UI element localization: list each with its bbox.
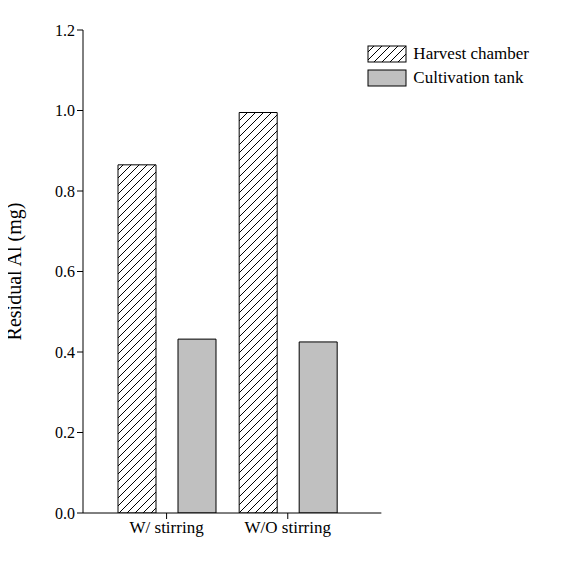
svg-text:1.2: 1.2 xyxy=(55,22,75,39)
svg-text:0.6: 0.6 xyxy=(55,263,75,280)
svg-text:0.2: 0.2 xyxy=(55,424,75,441)
svg-text:W/ stirring: W/ stirring xyxy=(130,518,205,537)
svg-text:Residual Al (mg): Residual Al (mg) xyxy=(8,203,26,341)
svg-text:W/O stirring: W/O stirring xyxy=(245,518,332,537)
svg-text:1.0: 1.0 xyxy=(55,102,75,119)
svg-text:0.4: 0.4 xyxy=(55,344,75,361)
svg-text:0.0: 0.0 xyxy=(55,505,75,522)
html-text:Cultivation tank: Cultivation tank xyxy=(413,68,524,87)
svg-text:0.8: 0.8 xyxy=(55,183,75,200)
html-text:Harvest chamber: Harvest chamber xyxy=(413,44,529,63)
